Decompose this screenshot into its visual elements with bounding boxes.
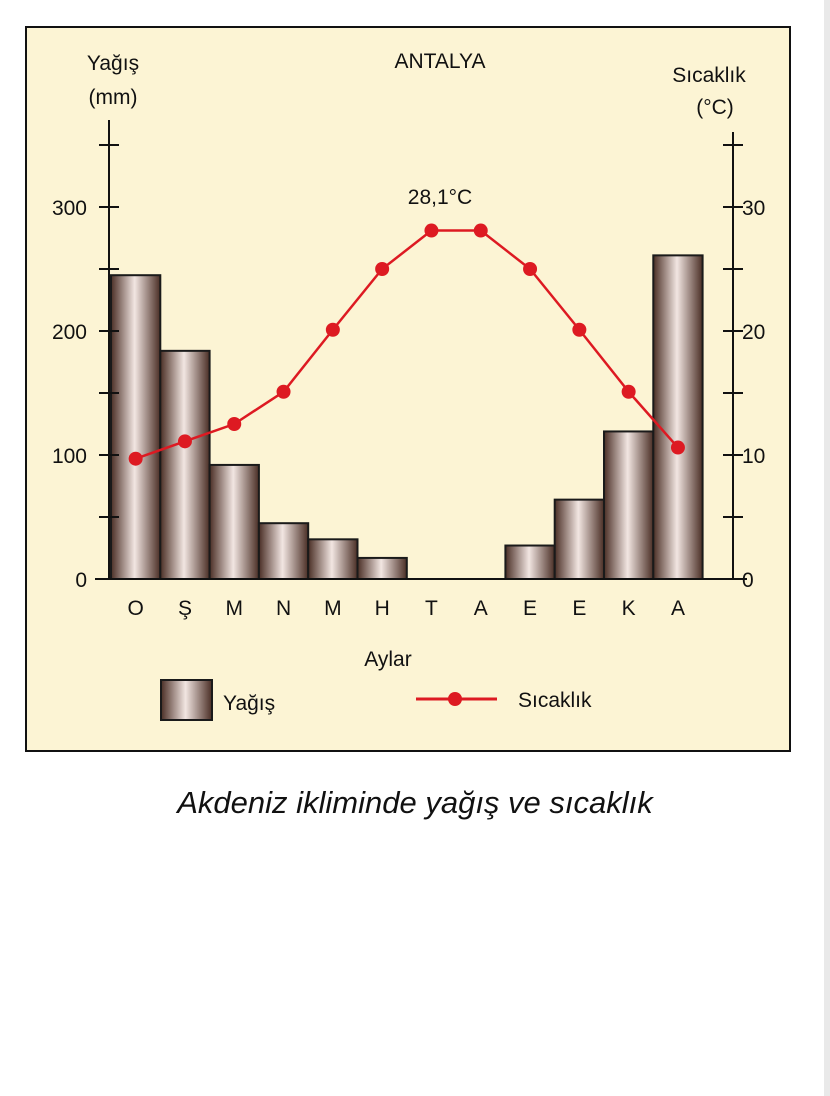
- temperature-line: [135, 229, 679, 460]
- month-label: A: [474, 597, 488, 620]
- temperature-point: [128, 451, 143, 466]
- page-edge: [824, 0, 830, 1096]
- temperature-point: [227, 417, 242, 431]
- temperature-point: [375, 262, 390, 276]
- precipitation-bar: [208, 463, 260, 581]
- right-axis-unit: (°C): [696, 96, 734, 119]
- right-tick-label: 10: [742, 445, 765, 468]
- month-label: E: [523, 597, 537, 620]
- temperature-point: [572, 322, 587, 337]
- axes-layer: 0 100 200 300 0 10 20 30 O Ş M N M H T A E E K A: [52, 120, 765, 620]
- temperature-point: [473, 223, 488, 238]
- temperature-point: [670, 440, 685, 455]
- figure-caption: Akdeniz ikliminde yağış ve sıcaklık: [177, 785, 653, 820]
- temperature-line-layer: [128, 223, 685, 466]
- temperature-point: [523, 262, 538, 276]
- right-tick-label: 0: [742, 569, 754, 592]
- precipitation-bar: [307, 538, 359, 581]
- bars-layer: [110, 254, 704, 581]
- legend-bar-swatch: [160, 679, 213, 721]
- x-axis-label: Aylar: [364, 648, 411, 671]
- left-tick-label: 300: [52, 197, 87, 220]
- legend-line-marker: [448, 692, 462, 706]
- month-label: A: [671, 597, 685, 620]
- temperature-point: [621, 384, 636, 399]
- month-label: M: [226, 597, 244, 620]
- legend-line-label: Sıcaklık: [518, 689, 592, 712]
- precipitation-bar: [504, 544, 556, 581]
- month-label: O: [127, 597, 143, 620]
- peak-annotation: 28,1°C: [408, 186, 472, 209]
- left-axis-label: Yağış: [87, 52, 139, 75]
- legend-bar-label: Yağış: [223, 692, 275, 715]
- month-label: Ş: [178, 597, 192, 620]
- month-label: M: [324, 597, 342, 620]
- left-tick-label: 100: [52, 445, 87, 468]
- left-tick-label: 0: [75, 569, 87, 592]
- left-axis-unit: (mm): [89, 86, 138, 109]
- temperature-point: [325, 322, 340, 337]
- precipitation-bar: [257, 522, 310, 581]
- left-tick-label: 200: [52, 321, 87, 344]
- chart-frame: 0 100 200 300 0 10 20 30 O Ş M N M H T A E E K A ANTALYA Ya…: [25, 26, 791, 752]
- precipitation-bar: [553, 498, 606, 581]
- temperature-point: [177, 434, 192, 449]
- right-tick-label: 20: [742, 321, 765, 344]
- temperature-point: [276, 384, 291, 399]
- month-label: H: [375, 597, 390, 620]
- precipitation-bar: [652, 254, 704, 581]
- precipitation-bar: [356, 556, 408, 580]
- temperature-point: [424, 223, 439, 238]
- month-label: E: [572, 597, 586, 620]
- precipitation-bar: [159, 349, 211, 580]
- right-tick-label: 30: [742, 197, 765, 220]
- precipitation-bar: [110, 274, 162, 580]
- month-label: K: [622, 597, 636, 620]
- chart-title: ANTALYA: [394, 50, 485, 73]
- precipitation-bar: [603, 430, 655, 580]
- right-axis-label: Sıcaklık: [672, 64, 746, 87]
- legend: Yağış Sıcaklık: [160, 679, 592, 721]
- month-label: T: [425, 597, 438, 620]
- month-label: N: [276, 597, 291, 620]
- climate-chart: 0 100 200 300 0 10 20 30 O Ş M N M H T A E E K A ANTALYA Ya…: [52, 50, 765, 721]
